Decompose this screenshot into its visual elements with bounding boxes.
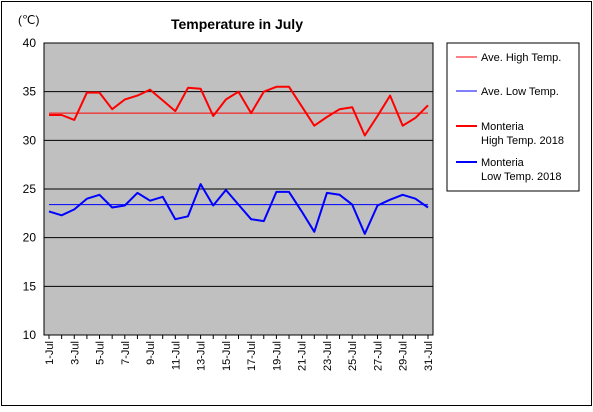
y-tick-label: 20 <box>23 231 37 245</box>
x-tick-label: 1-Jul <box>44 341 56 365</box>
x-tick-label: 23-Jul <box>322 341 334 371</box>
legend-label-high-2018-line2: High Temp. 2018 <box>481 135 564 147</box>
x-tick-label: 17-Jul <box>246 341 258 371</box>
legend-box <box>446 42 580 192</box>
y-axis-ticks: 10 15 20 25 30 35 40 <box>23 36 37 342</box>
series-line-high_2018 <box>49 85 429 137</box>
x-tick-label: 29-Jul <box>398 341 410 371</box>
legend: Ave. High Temp. Ave. Low Temp. Monteria … <box>446 42 580 192</box>
series-group <box>48 85 429 235</box>
legend-label-high-2018-line1: Monteria <box>481 121 525 133</box>
x-tick-label: 9-Jul <box>145 341 157 365</box>
y-tick-label: 40 <box>23 36 37 50</box>
y-tick-label: 30 <box>23 133 37 147</box>
x-tick-label: 31-Jul <box>423 341 435 371</box>
y-tick-label: 10 <box>23 328 37 342</box>
legend-label-ave-high: Ave. High Temp. <box>481 52 561 64</box>
x-axis-ticks: 1-Jul 3-Jul 5-Jul 7-Jul 9-Jul 11-Jul 13-Jul 15-… <box>44 335 435 371</box>
x-tick-label: 25-Jul <box>347 341 359 371</box>
y-tick-label: 25 <box>23 182 37 196</box>
x-tick-label: 3-Jul <box>69 341 81 365</box>
series-line-low_2018 <box>48 183 429 235</box>
unit-label: (℃) <box>18 13 39 27</box>
x-tick-label: 13-Jul <box>196 341 208 371</box>
x-tick-label: 11-Jul <box>170 341 182 370</box>
x-tick-label: 5-Jul <box>95 341 107 365</box>
legend-label-ave-low: Ave. Low Temp. <box>481 86 559 98</box>
x-tick-label: 15-Jul <box>221 341 233 371</box>
legend-label-low-2018-line1: Monteria <box>481 157 525 169</box>
x-tick-label: 7-Jul <box>120 341 132 365</box>
chart-title: Temperature in July <box>171 16 303 32</box>
x-tick-label: 27-Jul <box>372 341 384 371</box>
x-tick-label: 21-Jul <box>297 341 309 371</box>
x-tick-label: 19-Jul <box>271 341 283 371</box>
legend-label-low-2018-line2: Low Temp. 2018 <box>481 171 562 183</box>
y-tick-label: 35 <box>23 85 37 99</box>
y-tick-label: 15 <box>23 279 37 293</box>
